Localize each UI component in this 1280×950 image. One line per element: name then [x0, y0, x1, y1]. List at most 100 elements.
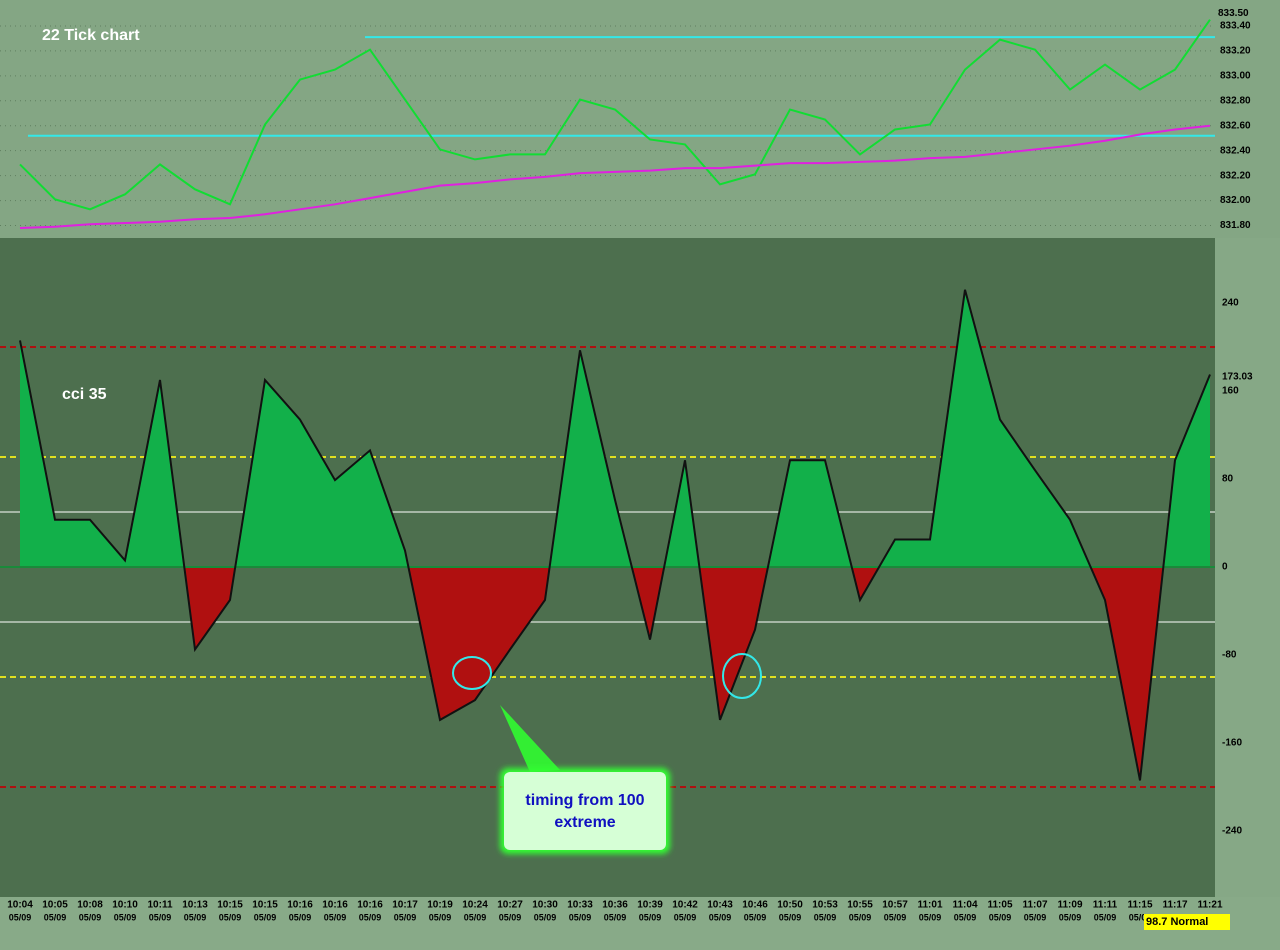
x-tick-label: 10:08 [77, 900, 103, 911]
x-date-label: 05/09 [674, 912, 697, 922]
y-tick-label: -80 [1222, 650, 1237, 661]
price-line [19, 124, 1211, 230]
x-tick-label: 10:36 [602, 900, 628, 911]
x-tick-label: 10:16 [322, 900, 348, 911]
x-date-label: 05/09 [849, 912, 872, 922]
y-tick-label: 833.40 [1220, 21, 1251, 32]
x-date-label: 05/09 [359, 912, 382, 922]
highlight-circle [452, 656, 492, 690]
x-tick-label: 10:43 [707, 900, 733, 911]
x-tick-label: 10:33 [567, 900, 593, 911]
x-tick-label: 10:42 [672, 900, 698, 911]
y-tick-label: 831.80 [1220, 220, 1251, 231]
x-date-label: 05/09 [184, 912, 207, 922]
x-date-label: 05/09 [639, 912, 662, 922]
y-tick-label: 833.20 [1220, 46, 1251, 57]
x-tick-label: 10:16 [357, 900, 383, 911]
y-tick-label: 240 [1222, 298, 1239, 309]
y-tick-label: 832.80 [1220, 95, 1251, 106]
x-date-label: 05/09 [744, 912, 767, 922]
y-tick-label: 0 [1222, 562, 1228, 573]
y-tick-label: 832.00 [1220, 195, 1251, 206]
x-tick-label: 10:10 [112, 900, 138, 911]
x-tick-label: 11:11 [1093, 900, 1118, 911]
y-tick-label: 80 [1222, 474, 1234, 485]
x-tick-label: 10:17 [392, 900, 418, 911]
y-tick-label: 832.40 [1220, 145, 1251, 156]
x-tick-label: 11:07 [1022, 900, 1047, 911]
x-date-label: 05/09 [919, 912, 942, 922]
x-date-label: 05/09 [289, 912, 312, 922]
x-tick-label: 10:11 [147, 900, 172, 911]
last-price-label: 833.50 [1218, 8, 1249, 19]
x-date-label: 05/09 [534, 912, 557, 922]
x-date-label: 05/09 [149, 912, 172, 922]
x-date-label: 05/09 [1024, 912, 1047, 922]
y-tick-label: 833.00 [1220, 70, 1251, 81]
x-date-label: 05/09 [604, 912, 627, 922]
x-tick-label: 10:16 [287, 900, 313, 911]
x-date-label: 05/09 [499, 912, 522, 922]
x-tick-label: 11:21 [1197, 900, 1222, 911]
price-panel [0, 0, 1280, 238]
x-tick-label: 11:17 [1162, 900, 1187, 911]
x-date-label: 05/09 [954, 912, 977, 922]
x-date-label: 05/09 [44, 912, 67, 922]
x-date-label: 05/09 [324, 912, 347, 922]
cci-area-positive [20, 289, 1210, 567]
x-tick-label: 11:01 [917, 900, 942, 911]
x-tick-label: 10:50 [777, 900, 803, 911]
x-date-label: 05/09 [219, 912, 242, 922]
x-tick-label: 10:53 [812, 900, 838, 911]
callout-arrow [500, 705, 560, 772]
x-date-label: 05/09 [394, 912, 417, 922]
x-date-label: 05/09 [429, 912, 452, 922]
x-date-label: 05/09 [114, 912, 137, 922]
x-date-label: 05/09 [779, 912, 802, 922]
x-tick-label: 11:04 [952, 900, 977, 911]
x-date-label: 05/09 [1094, 912, 1117, 922]
x-tick-label: 10:15 [252, 900, 278, 911]
x-tick-label: 11:09 [1057, 900, 1082, 911]
status-box [1144, 914, 1230, 930]
x-tick-label: 11:05 [987, 900, 1012, 911]
callout-text: timing from 100 [525, 792, 644, 809]
callout-box [504, 772, 666, 850]
x-tick-label: 10:15 [217, 900, 243, 911]
y-tick-label: -160 [1222, 738, 1242, 749]
last-value-label: 173.03 [1222, 371, 1253, 382]
x-date-label: 05/09 [9, 912, 32, 922]
x-date-label: 05/09 [1059, 912, 1082, 922]
y-tick-label: 832.20 [1220, 170, 1251, 181]
x-tick-label: 10:24 [462, 900, 488, 911]
x-date-label: 05/09 [464, 912, 487, 922]
x-date-label: 05/09 [254, 912, 277, 922]
price-line [19, 19, 1211, 211]
y-tick-label: 160 [1222, 386, 1239, 397]
layer: 831.80 832.00 832.20 832.40 832.60 832.80 833.… [0, 8, 1253, 922]
x-date-label: 05/09 [884, 912, 907, 922]
highlight-circle [722, 653, 762, 699]
x-date-label: 05/09 [1129, 912, 1152, 922]
x-tick-label: 10:05 [42, 900, 68, 911]
x-date-label: 05/09 [989, 912, 1012, 922]
x-tick-label: 10:57 [882, 900, 908, 911]
price-title: 22 Tick chart [42, 27, 140, 44]
x-date-label: 05/09 [79, 912, 102, 922]
cci-title: cci 35 [62, 386, 107, 403]
x-tick-label: 10:46 [742, 900, 768, 911]
y-tick-label: -240 [1222, 826, 1242, 837]
status-text: 98.7 Normal [1146, 916, 1208, 928]
callout-text: extreme [554, 814, 615, 831]
x-axis-area [0, 897, 1280, 950]
cci-line [19, 289, 1211, 781]
x-tick-label: 10:04 [7, 900, 33, 911]
x-tick-label: 10:55 [847, 900, 873, 911]
x-tick-label: 10:27 [497, 900, 523, 911]
x-tick-label: 10:30 [532, 900, 558, 911]
y-tick-label: 832.60 [1220, 120, 1251, 131]
x-date-label: 05/09 [569, 912, 592, 922]
x-tick-label: 10:19 [427, 900, 453, 911]
